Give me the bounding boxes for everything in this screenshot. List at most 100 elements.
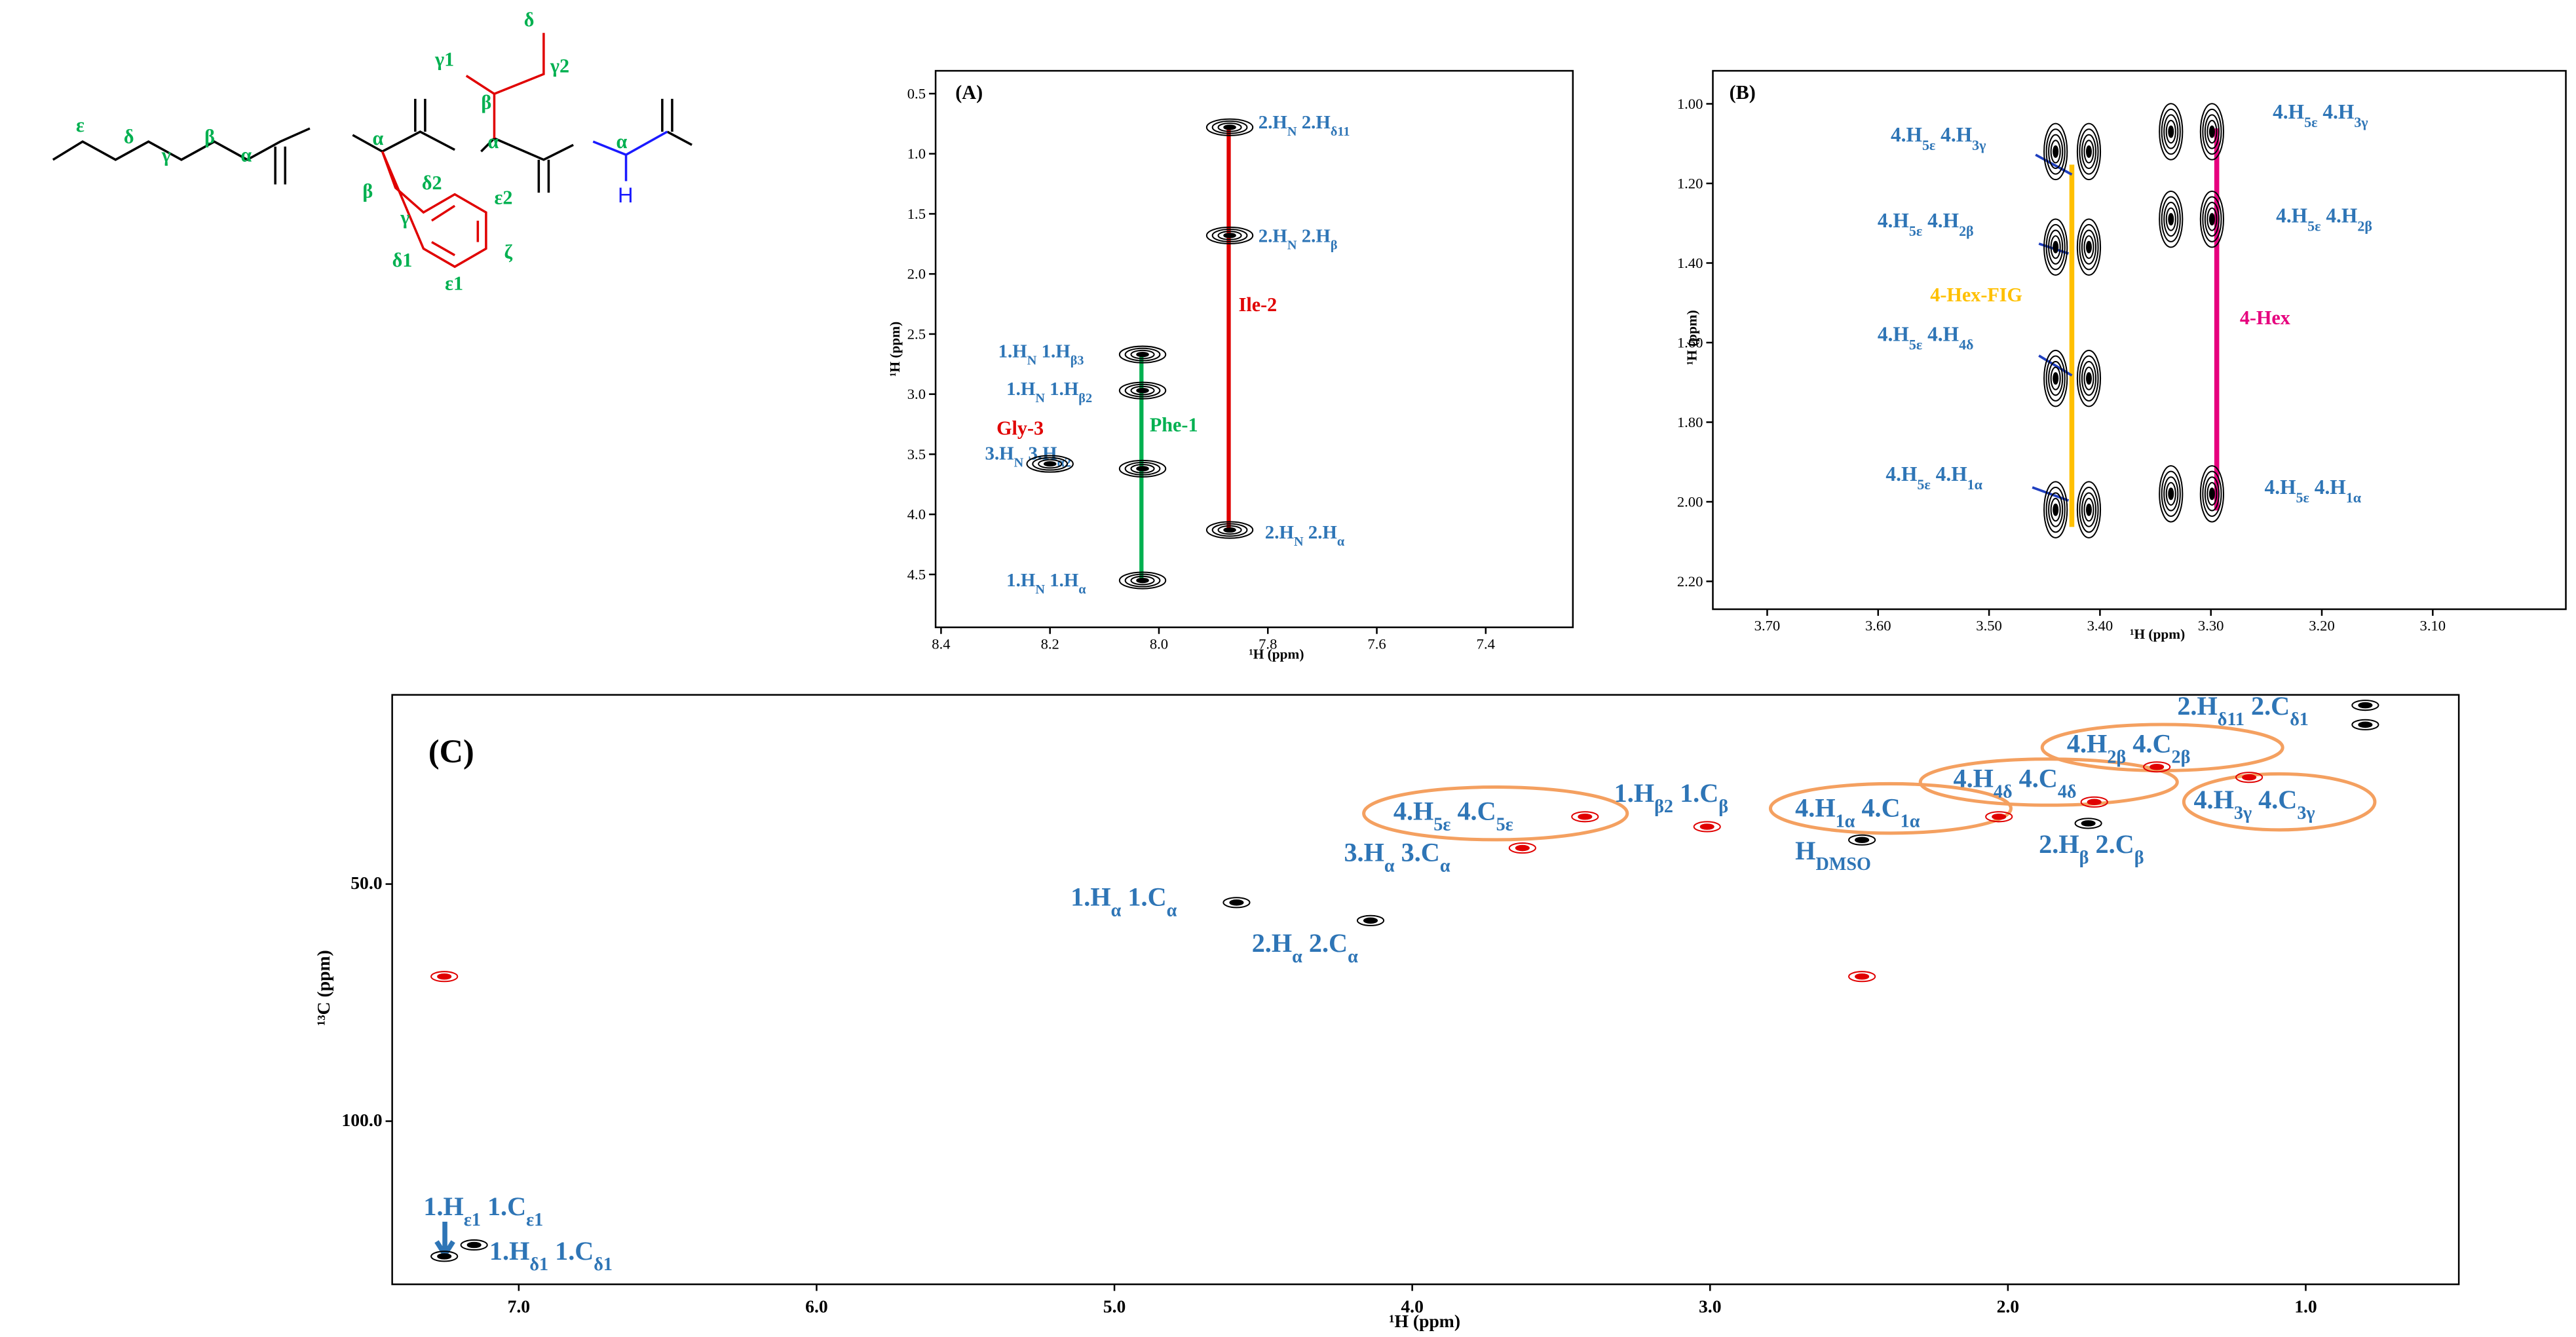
subscript: 3γ: [1972, 137, 1986, 153]
contour: [1211, 523, 1248, 537]
peak: [2159, 465, 2184, 523]
subscript: 2β: [2357, 217, 2372, 234]
contour: [2163, 202, 2179, 237]
x-tick-label: 1.0: [2294, 1296, 2317, 1316]
peak-label: 4.H3γ 4.C3γ: [2193, 785, 2315, 823]
y-tick-label: 1.00: [1677, 96, 1703, 112]
contour: [1124, 347, 1161, 362]
contour: [2085, 503, 2092, 516]
contour: [2208, 487, 2215, 500]
position-label: ε: [76, 114, 85, 136]
subscript: 2β: [2107, 747, 2126, 767]
contour: [466, 1241, 482, 1249]
contour: [2081, 492, 2097, 527]
subscript: N: [1027, 353, 1037, 367]
contour: [1356, 914, 1385, 926]
contour: [2079, 486, 2099, 533]
subscript: α: [1440, 856, 1450, 876]
position-label: δ: [524, 9, 535, 31]
contour: [2081, 134, 2097, 170]
peak-label: 2.Hα 2.Cα: [1252, 928, 1358, 967]
atom-label: HN: [311, 119, 342, 143]
peak-label: 4.H4δ 4.C4δ: [1953, 763, 2076, 802]
contour: [2053, 240, 2059, 254]
y-axis-title: ¹H (ppm): [1684, 310, 1699, 365]
bond: [381, 33, 545, 269]
x-tick-label: 7.6: [1367, 635, 1386, 652]
peak: [2351, 719, 2379, 730]
peak-label: 2.Hδ11 2.Cδ1: [2177, 691, 2309, 730]
contour: [1130, 575, 1155, 586]
x-tick-label: 3.60: [1865, 618, 1891, 634]
text-part: 4.H: [1922, 209, 1959, 232]
contour: [1693, 821, 1721, 833]
text-part: 2.H: [2039, 829, 2079, 859]
peak: [1508, 842, 1536, 854]
contour: [2358, 721, 2373, 728]
assignment-label: Phe-1: [1150, 414, 1198, 436]
subscript: β: [1718, 797, 1728, 817]
peak: [2199, 103, 2225, 160]
x-axis-title: ¹H (ppm): [2130, 626, 2185, 642]
peak: [1118, 381, 1167, 400]
peak: [1118, 571, 1167, 590]
peak-label: 1.HN 1.Hβ3: [998, 341, 1084, 367]
x-tick-label: 8.0: [1150, 635, 1168, 652]
contour: [2202, 108, 2222, 155]
subscript: β: [2134, 848, 2144, 868]
text-part: 2.H: [1297, 112, 1331, 133]
contour: [1855, 837, 1870, 844]
contour: [437, 973, 452, 980]
text-part: 4.H: [1885, 462, 1917, 485]
contour: [2050, 498, 2061, 522]
subscript: α: [1384, 856, 1395, 876]
x-tick-label: 7.8: [1259, 635, 1277, 652]
contour: [1130, 385, 1155, 396]
y-tick-label: 3.0: [907, 386, 926, 402]
panel-label: (C): [428, 733, 474, 770]
contour: [2080, 796, 2108, 808]
peak-label: HDMSO: [1795, 836, 1871, 875]
contour: [2076, 122, 2102, 181]
x-tick-label: 8.2: [1041, 635, 1059, 652]
highlight-ring: [1918, 757, 2179, 807]
contour: [2043, 218, 2068, 276]
text-part: 4.H: [1393, 797, 1433, 826]
y-tick-label: 2.5: [907, 326, 926, 342]
contour: [1508, 842, 1536, 854]
peak: [1571, 811, 1599, 823]
atom-label: O: [272, 185, 288, 209]
subscript: α: [1337, 535, 1345, 549]
peak-label: 2.HN 2.Hδ11: [1259, 112, 1350, 139]
contour: [1032, 457, 1069, 471]
peak-label: 2.HN 2.Hβ: [1259, 225, 1338, 252]
position-label: δ2: [422, 172, 442, 194]
text-part: 4.H: [1922, 322, 1959, 345]
y-tick-label: 50.0: [350, 873, 382, 893]
panel-label: (B): [1730, 81, 1756, 104]
peak: [460, 1239, 488, 1251]
contour: [2076, 481, 2102, 538]
contour: [1205, 226, 1254, 245]
contour: [2085, 240, 2092, 254]
y-tick-label: 2.00: [1677, 494, 1703, 510]
contour: [2043, 349, 2068, 407]
assignment-label: Gly-3: [996, 417, 1044, 440]
peak-label: 2.Hβ 2.Cβ: [2039, 829, 2144, 868]
contour: [2163, 476, 2179, 512]
text-part: 1.H: [998, 341, 1027, 362]
subscript: 2β: [2172, 747, 2191, 767]
peak: [2076, 218, 2102, 276]
y-tick-label: 2.0: [907, 266, 926, 282]
y-tick-label: 1.80: [1677, 414, 1703, 430]
text-part: 2.H: [1259, 225, 1287, 246]
atom-label: NH2: [695, 140, 734, 172]
subscript: N: [1287, 238, 1297, 252]
contour: [2235, 772, 2263, 783]
position-label: α: [372, 127, 383, 149]
atom-label: N: [575, 122, 591, 146]
contour: [2351, 719, 2379, 730]
contour: [2043, 481, 2068, 538]
contour: [1205, 521, 1254, 539]
subscript: 5ε: [2307, 217, 2320, 234]
